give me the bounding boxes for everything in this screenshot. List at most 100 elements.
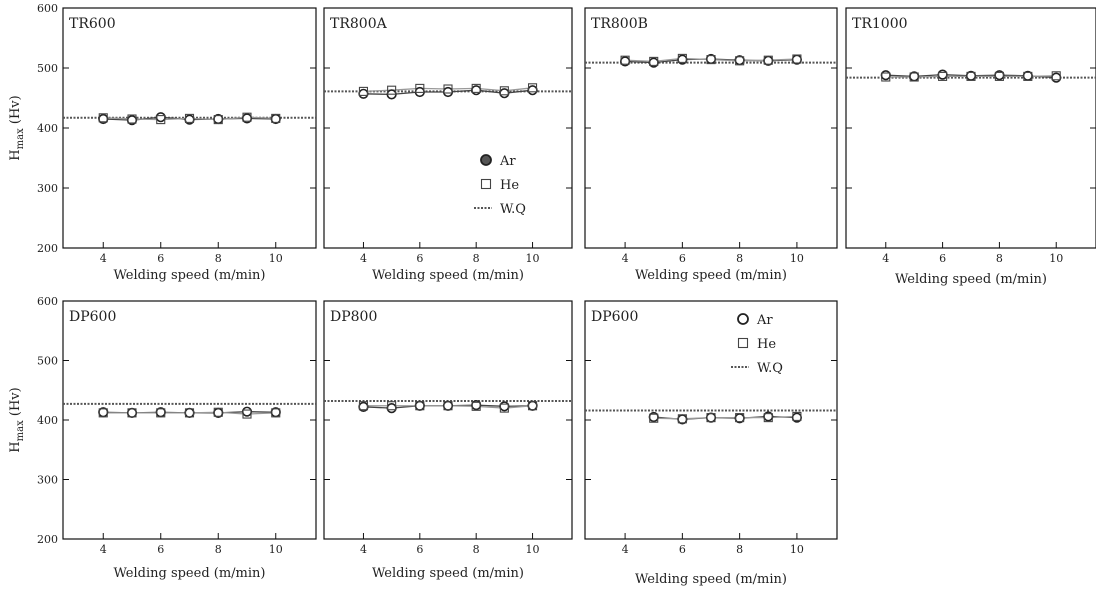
y-tick-label: 300 bbox=[37, 474, 58, 487]
x-tick-label: 6 bbox=[157, 252, 164, 265]
x-tick-label: 10 bbox=[526, 252, 540, 265]
legend-marker-he bbox=[480, 178, 492, 190]
x-tick-label: 4 bbox=[100, 543, 107, 556]
x-tick-label: 6 bbox=[416, 543, 423, 556]
data-point-he bbox=[792, 411, 802, 421]
data-point-he bbox=[792, 54, 802, 64]
y-tick-label: 400 bbox=[37, 414, 58, 427]
data-point-he bbox=[1051, 71, 1061, 81]
x-tick-label: 6 bbox=[679, 252, 686, 265]
data-point-ar bbox=[386, 403, 397, 414]
data-point-he bbox=[127, 408, 137, 418]
x-tick-label: 8 bbox=[736, 543, 743, 556]
y-axis-label-subscript: max bbox=[15, 128, 26, 149]
data-point-he bbox=[443, 84, 453, 94]
data-point-he bbox=[415, 83, 425, 93]
data-point-he bbox=[499, 86, 509, 96]
y-axis-label-main: H bbox=[8, 149, 23, 160]
x-tick-label: 4 bbox=[360, 543, 367, 556]
x-tick-label: 8 bbox=[996, 252, 1003, 265]
panel-dp600: 200 300 400 500 600 4 6 8 10 Welding speed (m/min… bbox=[37, 295, 317, 581]
y-tick-label: 500 bbox=[37, 355, 58, 368]
x-tick-label: 4 bbox=[882, 252, 889, 265]
data-point-he bbox=[677, 53, 687, 63]
data-point-ar bbox=[358, 88, 369, 99]
y-tick-label: 200 bbox=[37, 533, 58, 546]
legend-label: He bbox=[500, 178, 519, 193]
x-tick-label: 4 bbox=[622, 252, 629, 265]
panel-title: TR1000 bbox=[852, 16, 908, 32]
plot-frame bbox=[845, 7, 1096, 249]
data-point-he bbox=[706, 55, 716, 65]
x-tick-label: 4 bbox=[100, 252, 107, 265]
x-axis-label: Welding speed (m/min) bbox=[635, 572, 787, 587]
y-tick-label: 200 bbox=[37, 242, 58, 255]
x-tick-label: 10 bbox=[790, 252, 804, 265]
y-tick-label: 400 bbox=[37, 122, 58, 135]
panel-title: DP800 bbox=[330, 309, 377, 325]
data-point-he bbox=[909, 72, 919, 82]
x-tick-label: 10 bbox=[526, 543, 540, 556]
panel-tr600: 200 300 400 500 600 4 6 8 10 Welding speed (m/min… bbox=[37, 2, 317, 283]
data-point-he bbox=[271, 408, 281, 418]
plot-frame bbox=[323, 7, 573, 249]
data-point-he bbox=[213, 115, 223, 125]
data-point-ar bbox=[126, 407, 138, 418]
y-axis-label: Hmax (Hv) bbox=[8, 95, 26, 160]
data-point-he bbox=[527, 401, 538, 411]
data-point-he bbox=[213, 407, 223, 417]
data-point-he bbox=[358, 401, 369, 411]
plot-frame bbox=[584, 7, 838, 249]
data-point-ar bbox=[1051, 72, 1062, 83]
data-point-he bbox=[994, 71, 1004, 81]
plot-frame bbox=[62, 300, 317, 540]
panel-title: TR800B bbox=[591, 16, 648, 32]
data-point-he bbox=[938, 71, 948, 81]
data-point-he bbox=[966, 71, 976, 81]
data-point-he bbox=[620, 55, 630, 65]
x-tick-label: 8 bbox=[215, 252, 222, 265]
data-point-he bbox=[527, 83, 538, 93]
panel-title: DP600 bbox=[591, 309, 638, 325]
x-axis-label: Welding speed (m/min) bbox=[635, 268, 787, 283]
data-point-ar bbox=[499, 88, 510, 99]
data-point-he bbox=[242, 409, 252, 419]
x-tick-label: 6 bbox=[416, 252, 423, 265]
data-point-he bbox=[677, 414, 687, 424]
x-axis-label: Welding speed (m/min) bbox=[113, 566, 265, 581]
y-axis-label: Hmax (Hv) bbox=[8, 387, 26, 452]
x-tick-label: 8 bbox=[736, 252, 743, 265]
y-axis-label-subscript: max bbox=[15, 420, 26, 441]
data-point-ar bbox=[880, 70, 891, 81]
legend: Ar He W.Q bbox=[731, 313, 783, 376]
data-point-he bbox=[156, 408, 166, 418]
data-point-he bbox=[387, 401, 397, 411]
data-point-he bbox=[471, 401, 481, 411]
x-tick-label: 10 bbox=[269, 543, 283, 556]
y-tick-label: 600 bbox=[37, 295, 58, 308]
y-tick-label: 300 bbox=[37, 182, 58, 195]
panel-title: TR800A bbox=[330, 16, 388, 32]
x-tick-label: 10 bbox=[790, 543, 804, 556]
y-tick-label: 500 bbox=[37, 62, 58, 75]
data-point-ar bbox=[499, 401, 510, 412]
legend-marker-ar bbox=[737, 313, 749, 325]
legend: Ar He W.Q bbox=[474, 154, 526, 217]
data-point-he bbox=[1023, 71, 1033, 81]
legend-marker-he bbox=[737, 337, 749, 349]
panel-dp600: 4 6 8 10 Welding speed (m/min) DP600 Ar He W.Q bbox=[584, 300, 838, 587]
data-point-he bbox=[471, 83, 481, 93]
data-point-he bbox=[184, 113, 195, 123]
data-point-he bbox=[98, 408, 108, 418]
y-axis-label-main: H bbox=[8, 441, 23, 452]
data-point-he bbox=[735, 413, 745, 423]
data-point-he bbox=[649, 56, 659, 66]
x-tick-label: 10 bbox=[269, 252, 283, 265]
x-tick-label: 6 bbox=[679, 543, 686, 556]
panel-title: TR600 bbox=[69, 16, 116, 32]
